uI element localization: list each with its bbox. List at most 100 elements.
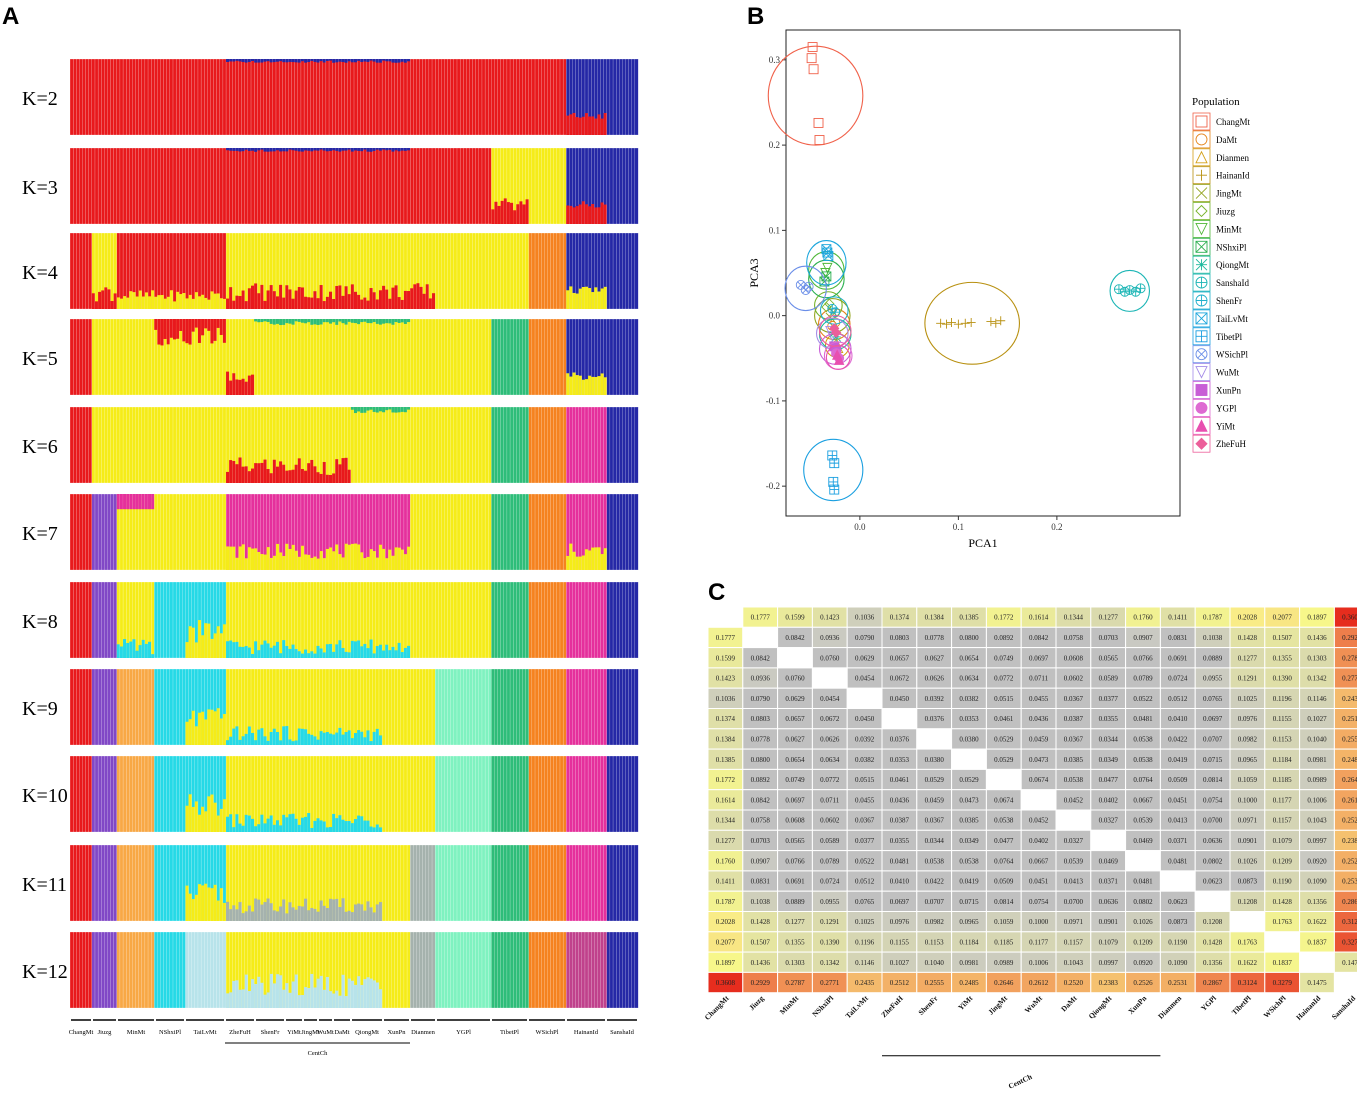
structure-bar-minor xyxy=(297,458,302,483)
structure-bar xyxy=(450,581,455,659)
heatmap-value: 0.3124 xyxy=(1238,979,1258,987)
structure-bar xyxy=(157,755,161,833)
structure-bar-minor xyxy=(366,319,370,324)
heatmap-value: 0.0377 xyxy=(855,837,875,845)
structure-bar xyxy=(438,931,442,1009)
heatmap-cell-empty xyxy=(1159,870,1196,892)
structure-bar xyxy=(213,931,218,1009)
structure-bar xyxy=(562,581,567,659)
structure-bar xyxy=(126,844,130,922)
structure-bar-minor xyxy=(113,293,118,309)
structure-bar xyxy=(400,232,405,310)
heatmap-value: 0.0529 xyxy=(925,776,945,784)
legend-marker xyxy=(1195,366,1208,379)
structure-bar xyxy=(525,668,530,746)
structure-bar xyxy=(310,668,314,746)
structure-bar xyxy=(438,318,442,396)
structure-bar-minor xyxy=(201,319,205,336)
structure-bar xyxy=(288,147,293,225)
k-label: K=9 xyxy=(22,698,58,720)
structure-bar xyxy=(406,931,411,1009)
structure-bar xyxy=(509,232,514,310)
structure-bar xyxy=(397,318,402,396)
structure-bar xyxy=(72,147,77,225)
heatmap-value: 0.2520 xyxy=(1064,979,1084,987)
structure-bar-minor xyxy=(325,908,330,921)
heatmap-value: 0.1760 xyxy=(1133,614,1153,622)
structure-bar xyxy=(278,147,283,225)
structure-bar xyxy=(310,318,314,396)
structure-bar xyxy=(188,58,193,136)
structure-bar-minor xyxy=(332,551,336,570)
structure-bar-minor xyxy=(201,711,205,745)
structure-bar xyxy=(513,493,517,571)
heatmap-value: 0.2485 xyxy=(959,979,979,987)
structure-bar xyxy=(101,493,105,571)
structure-bar xyxy=(360,58,364,136)
marker-x xyxy=(823,251,834,261)
structure-bar-minor xyxy=(357,976,361,1008)
structure-bar-minor xyxy=(354,733,358,745)
structure-bar xyxy=(394,931,399,1009)
structure-bar xyxy=(447,406,452,484)
structure-bar xyxy=(316,406,321,484)
structure-bar xyxy=(366,406,371,484)
structure-bar-minor xyxy=(219,298,224,309)
legend-label: TibetPl xyxy=(1216,332,1243,342)
structure-bar xyxy=(307,668,311,746)
structure-bar xyxy=(534,58,539,136)
structure-bar-minor xyxy=(288,814,292,832)
structure-bar xyxy=(506,232,511,310)
structure-bar xyxy=(484,232,489,310)
structure-bar xyxy=(375,58,380,136)
structure-bar xyxy=(179,755,183,833)
structure-bar xyxy=(478,58,483,136)
structure-bar xyxy=(609,931,614,1009)
structure-bar-minor xyxy=(241,466,246,483)
structure-bar xyxy=(91,58,96,136)
heatmap-value: 0.0602 xyxy=(1064,675,1084,683)
structure-bar xyxy=(478,581,483,659)
marker-triangle-down xyxy=(822,262,833,274)
structure-bar xyxy=(481,755,486,833)
structure-bar xyxy=(275,318,280,396)
structure-bar-minor xyxy=(338,554,342,570)
structure-bar-minor xyxy=(325,474,330,483)
structure-bar-minor xyxy=(266,992,271,1008)
structure-bar xyxy=(413,931,417,1009)
structure-bar xyxy=(225,58,230,136)
structure-bar xyxy=(238,581,243,659)
structure-bar xyxy=(204,931,208,1009)
structure-bar-minor xyxy=(341,148,345,151)
structure-bar-minor xyxy=(600,288,604,309)
structure-bar xyxy=(107,493,111,571)
structure-bar-minor xyxy=(581,555,586,570)
structure-bar xyxy=(416,58,420,136)
structure-bar xyxy=(122,147,127,225)
structure-bar xyxy=(500,232,505,310)
structure-bar xyxy=(484,406,489,484)
structure-bar xyxy=(481,581,486,659)
heatmap-value: 0.0461 xyxy=(890,776,910,784)
structure-bar-minor xyxy=(569,114,573,135)
structure-bar-minor xyxy=(388,59,392,62)
structure-bar-minor xyxy=(350,980,355,1008)
structure-bar xyxy=(413,147,417,225)
structure-bar-minor xyxy=(516,204,520,224)
structure-bar-minor xyxy=(578,288,583,309)
structure-bar xyxy=(303,58,308,136)
structure-bar xyxy=(631,318,636,396)
structure-bar-minor xyxy=(185,642,189,658)
structure-bar xyxy=(163,232,168,310)
heatmap-value: 0.0889 xyxy=(785,898,805,906)
structure-bar xyxy=(172,406,177,484)
heatmap-value: 0.0589 xyxy=(820,837,840,845)
structure-bar xyxy=(566,668,570,746)
structure-bar-minor xyxy=(257,650,261,658)
structure-bar-minor xyxy=(272,983,277,1008)
marker-square xyxy=(1195,312,1208,325)
heatmap-value: 0.1385 xyxy=(959,614,979,622)
structure-bar xyxy=(550,493,555,571)
structure-bar xyxy=(207,58,211,136)
structure-bar xyxy=(197,58,202,136)
